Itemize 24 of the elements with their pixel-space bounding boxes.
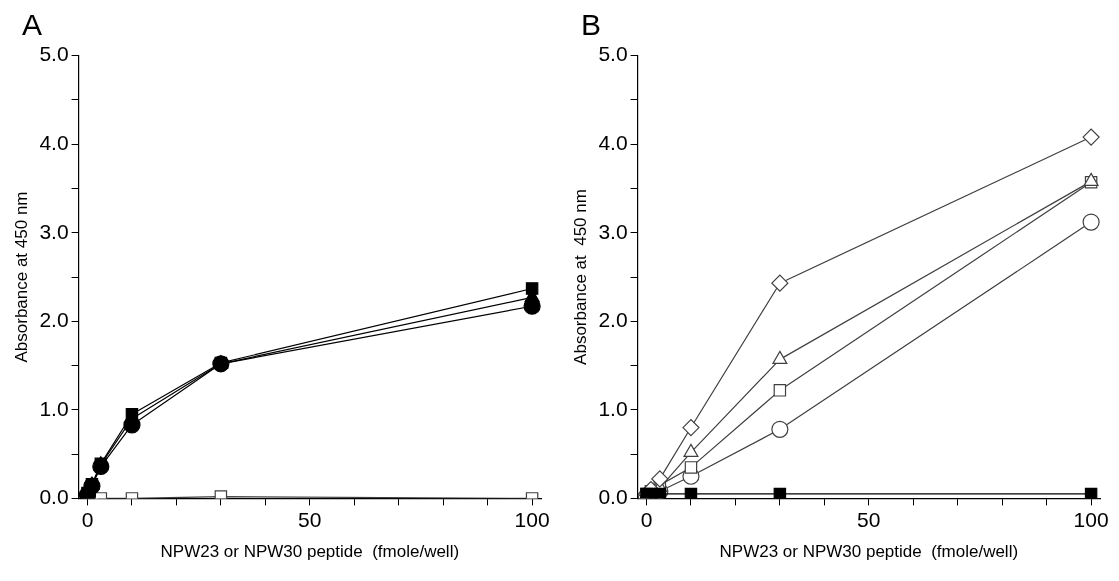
x-tick-label: 100 (1073, 507, 1109, 531)
x-tick-label: 0 (640, 507, 653, 531)
x-tick-label: 100 (514, 507, 550, 531)
y-tick-label: 1.0 (39, 396, 69, 420)
x-tick-label: 50 (298, 507, 322, 531)
chart-title: A (22, 8, 43, 42)
x-axis-title: NPW23 or NPW30 peptide (fmole/well) (160, 542, 460, 562)
x-tick-label: 50 (857, 507, 881, 531)
y-tick-label: 4.0 (598, 130, 628, 154)
y-tick-label: 0.0 (598, 485, 628, 509)
chart-title: B (581, 8, 602, 42)
y-tick-label: 2.0 (598, 308, 628, 332)
y-tick-label: 5.0 (598, 42, 628, 66)
y-tick-label: 3.0 (598, 219, 628, 243)
y-tick-label: 1.0 (598, 396, 628, 420)
y-tick-label: 3.0 (39, 219, 69, 243)
y-axis-title: Absorbance at 450 nm (570, 189, 590, 365)
y-tick-label: 2.0 (39, 308, 69, 332)
x-axis-title: NPW23 or NPW30 peptide (fmole/well) (719, 542, 1019, 562)
y-tick-label: 4.0 (39, 130, 69, 154)
y-axis-title: Absorbance at 450 nm (11, 191, 31, 363)
y-tick-label: 5.0 (39, 42, 69, 66)
y-tick-label: 0.0 (39, 485, 69, 509)
x-tick-label: 0 (81, 507, 94, 531)
